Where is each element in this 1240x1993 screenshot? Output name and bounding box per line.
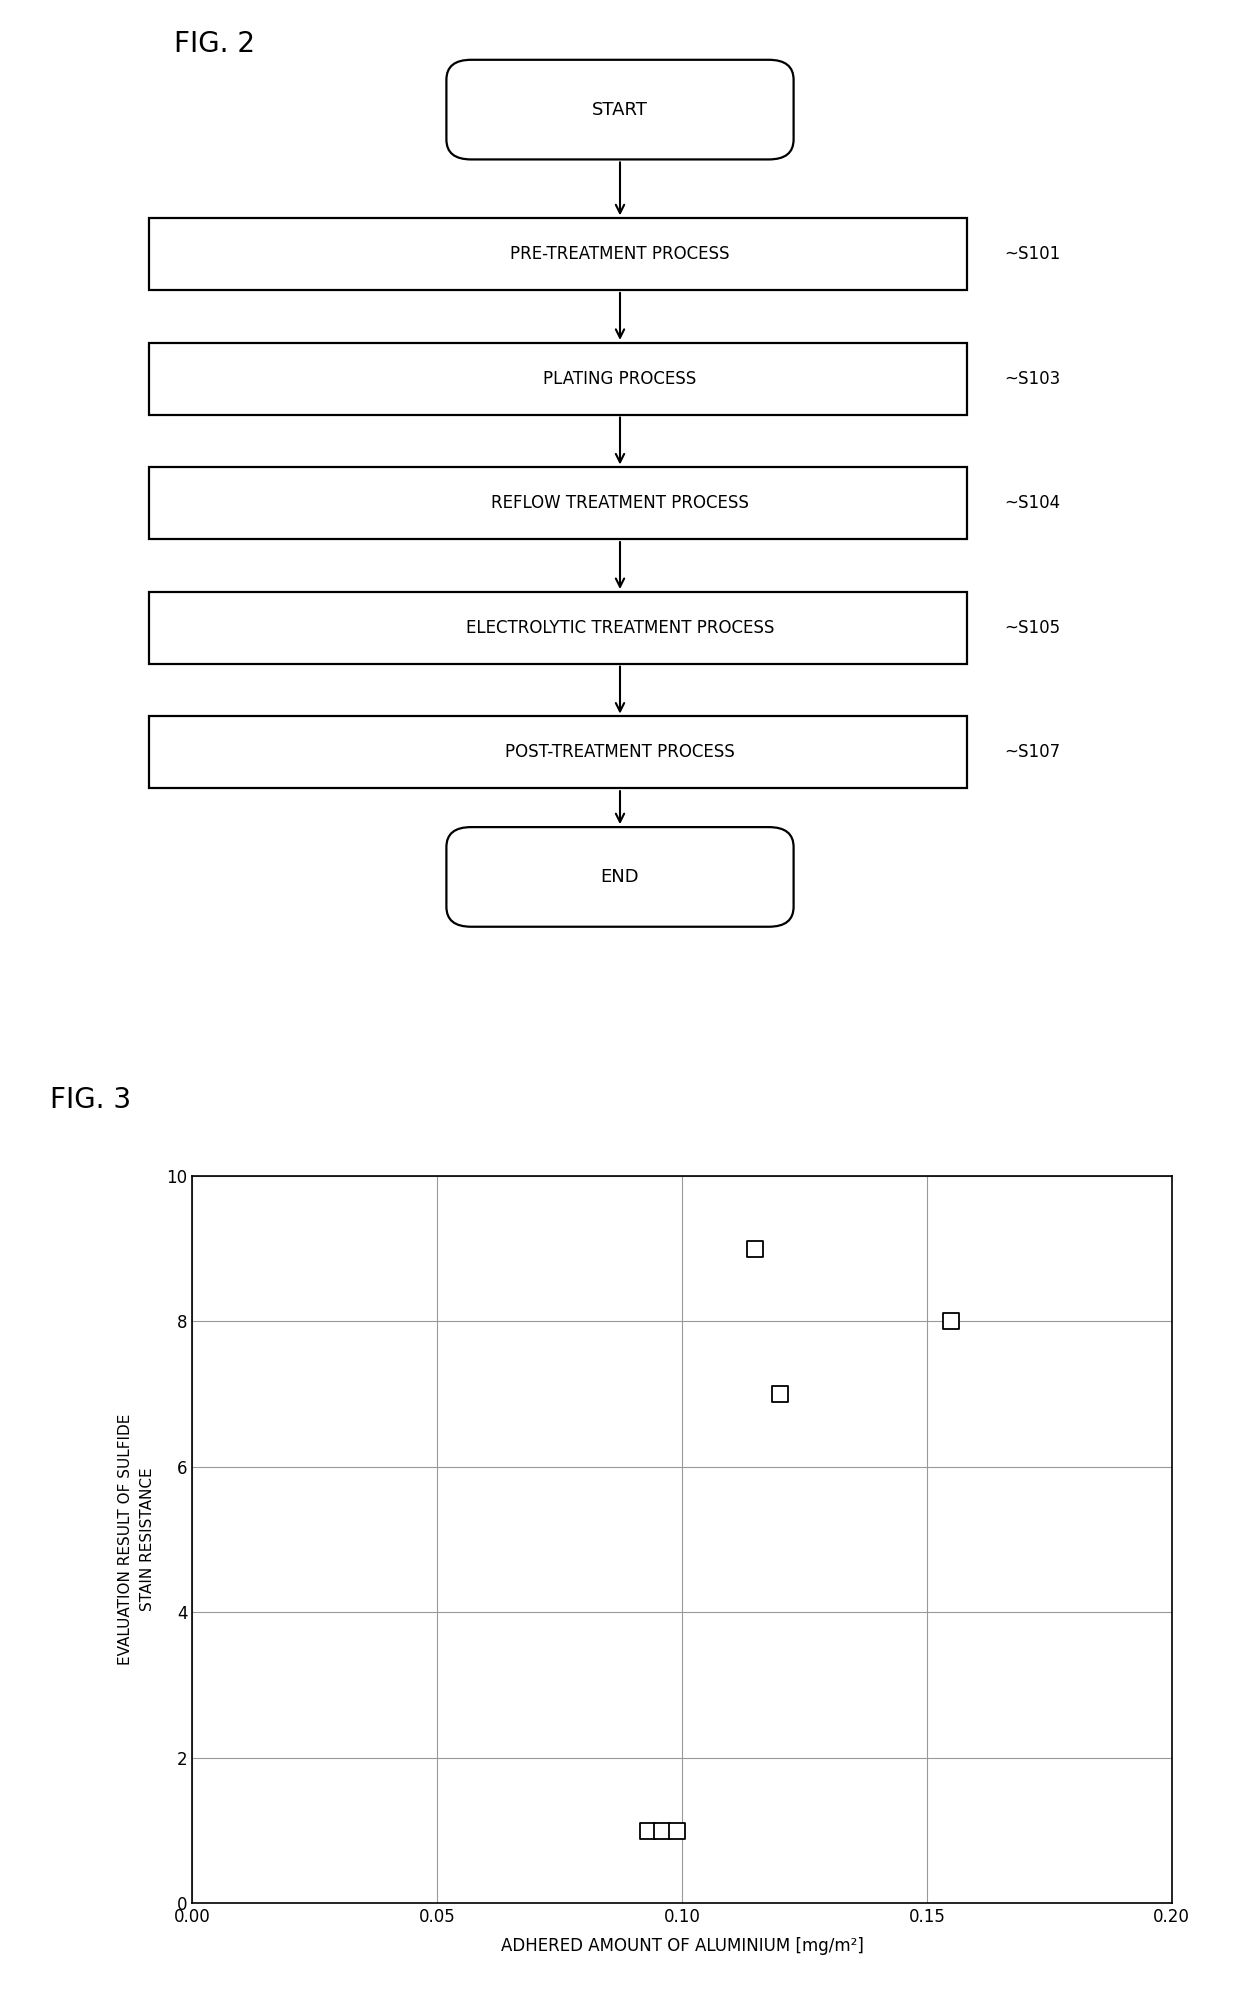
Point — [745, 1232, 765, 1266]
Text: START: START — [591, 100, 649, 120]
Bar — [149, 468, 967, 540]
Text: ~S101: ~S101 — [1004, 245, 1060, 263]
Text: ELECTROLYTIC TREATMENT PROCESS: ELECTROLYTIC TREATMENT PROCESS — [466, 618, 774, 638]
Y-axis label: EVALUATION RESULT OF SULFIDE
STAIN RESISTANCE: EVALUATION RESULT OF SULFIDE STAIN RESIS… — [118, 1413, 155, 1666]
Text: END: END — [600, 867, 640, 887]
Bar — [149, 219, 967, 291]
Text: PRE-TREATMENT PROCESS: PRE-TREATMENT PROCESS — [510, 245, 730, 263]
X-axis label: ADHERED AMOUNT OF ALUMINIUM [mg/m²]: ADHERED AMOUNT OF ALUMINIUM [mg/m²] — [501, 1937, 863, 1955]
Point — [667, 1814, 687, 1846]
Point — [770, 1379, 790, 1411]
Bar — [149, 343, 967, 415]
Text: FIG. 2: FIG. 2 — [174, 30, 254, 58]
Point — [637, 1814, 657, 1846]
Text: REFLOW TREATMENT PROCESS: REFLOW TREATMENT PROCESS — [491, 494, 749, 512]
Text: POST-TREATMENT PROCESS: POST-TREATMENT PROCESS — [505, 743, 735, 761]
FancyBboxPatch shape — [446, 827, 794, 927]
Text: ~S105: ~S105 — [1004, 618, 1060, 638]
Text: PLATING PROCESS: PLATING PROCESS — [543, 369, 697, 389]
FancyBboxPatch shape — [446, 60, 794, 159]
Text: FIG. 3: FIG. 3 — [50, 1086, 130, 1114]
Text: ~S104: ~S104 — [1004, 494, 1060, 512]
Point — [652, 1814, 672, 1846]
Bar — [149, 717, 967, 789]
Text: ~S107: ~S107 — [1004, 743, 1060, 761]
Bar — [149, 592, 967, 664]
Text: ~S103: ~S103 — [1004, 369, 1060, 389]
Point — [941, 1305, 961, 1337]
